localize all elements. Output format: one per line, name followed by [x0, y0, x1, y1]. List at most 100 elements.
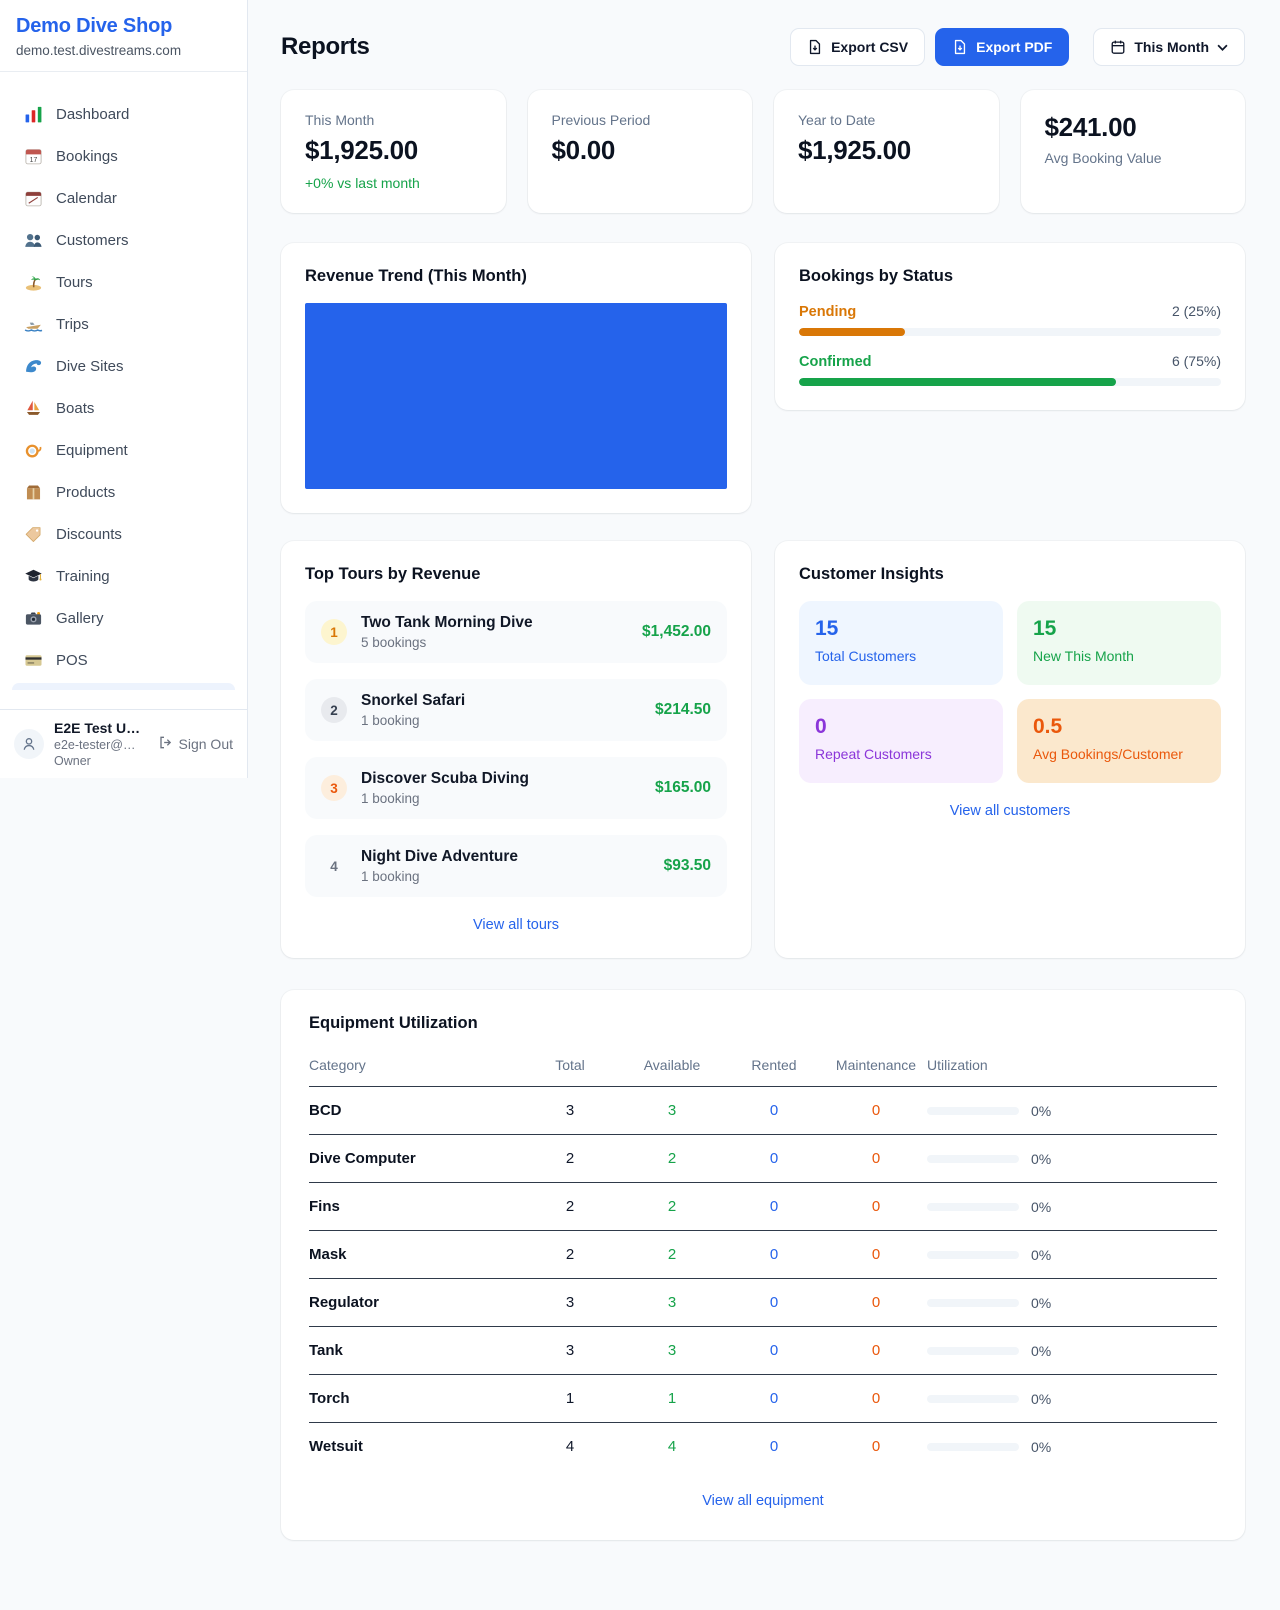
insight-label: Avg Bookings/Customer: [1033, 746, 1183, 762]
cell-rented: 0: [723, 1182, 825, 1231]
sidebar-item-customers[interactable]: Customers: [0, 219, 247, 261]
utilization-bar-track: [927, 1106, 1019, 1115]
column-header: Category: [309, 1047, 519, 1087]
cell-category: Regulator: [309, 1278, 519, 1327]
tour-row[interactable]: 1 Two Tank Morning Dive 5 bookings $1,45…: [305, 601, 727, 663]
cell-available: 2: [621, 1230, 723, 1279]
insight-tile-avg-bookings: 0.5 Avg Bookings/Customer: [1017, 699, 1221, 783]
sidebar-item-products[interactable]: Products: [0, 471, 247, 513]
revenue-trend-chart: [305, 303, 727, 489]
insight-label: Repeat Customers: [815, 746, 932, 762]
utilization-percent: 0%: [1031, 1246, 1052, 1263]
sidebar-item-gallery[interactable]: Gallery: [0, 597, 247, 639]
equipment-title: Equipment Utilization: [309, 1014, 478, 1032]
equipment-table: Category Total Available Rented Maintena…: [309, 1047, 1217, 1470]
sidebar-user-section: E2E Test U… e2e-tester@… Owner Sign Out: [0, 709, 247, 778]
tour-revenue: $214.50: [654, 701, 711, 718]
cell-category: Tank: [309, 1326, 519, 1375]
cell-rented: 0: [723, 1086, 825, 1135]
sign-out-icon: [158, 735, 173, 753]
cell-rented: 0: [723, 1134, 825, 1183]
export-pdf-button[interactable]: Export PDF: [935, 28, 1070, 66]
calendar-pad-icon: [24, 189, 43, 208]
export-csv-label: Export CSV: [831, 39, 909, 55]
sidebar-item-boats[interactable]: Boats: [0, 387, 247, 429]
status-bar-fill: [799, 378, 1116, 386]
rank-badge: 1: [321, 619, 347, 645]
cell-maintenance: 0: [825, 1182, 927, 1231]
tour-row[interactable]: 3 Discover Scuba Diving 1 booking $165.0…: [305, 757, 727, 819]
sailboat-icon: [24, 399, 43, 418]
sidebar-item-calendar[interactable]: Calendar: [0, 177, 247, 219]
sidebar-item-equipment[interactable]: Equipment: [0, 429, 247, 471]
cell-rented: 0: [723, 1326, 825, 1375]
utilization-bar-track: [927, 1394, 1019, 1403]
shop-domain: demo.test.divestreams.com: [16, 43, 182, 58]
sidebar-item-dive-sites[interactable]: Dive Sites: [0, 345, 247, 387]
column-header: Available: [621, 1047, 723, 1087]
sidebar-item-label: Trips: [56, 315, 89, 333]
status-bar-fill: [799, 328, 905, 336]
tour-revenue: $93.50: [663, 857, 711, 874]
speedboat-icon: [24, 315, 43, 334]
sidebar-item-tours[interactable]: Tours: [0, 261, 247, 303]
sidebar-item-pos[interactable]: POS: [0, 639, 247, 681]
view-all-equipment-wrap: View all equipment: [309, 1492, 1217, 1510]
status-row-confirmed: Confirmed 6 (75%): [799, 353, 1221, 386]
utilization-bar-track: [927, 1250, 1019, 1259]
cell-maintenance: 0: [871, 1438, 881, 1455]
sidebar-item-bookings[interactable]: 17 Bookings: [0, 135, 247, 177]
chevron-down-icon: [1217, 44, 1228, 51]
shop-name: Demo Dive Shop: [16, 15, 173, 37]
sidebar-nav: Dashboard 17 Bookings Calendar Customers…: [0, 72, 247, 709]
insight-label: New This Month: [1033, 648, 1134, 664]
utilization-percent: 0%: [1031, 1342, 1052, 1359]
tour-name: Discover Scuba Diving: [361, 770, 529, 787]
cell-category: BCD: [309, 1086, 519, 1135]
table-row: Mask 2 2 0 0 0%: [309, 1230, 1217, 1279]
tour-row[interactable]: 2 Snorkel Safari 1 booking $214.50: [305, 679, 727, 741]
sidebar-item-trips[interactable]: Trips: [0, 303, 247, 345]
sidebar-item-discounts[interactable]: Discounts: [0, 513, 247, 555]
stat-label: Avg Booking Value: [1044, 150, 1162, 166]
sidebar-item-dashboard[interactable]: Dashboard: [0, 93, 247, 135]
tour-list: 1 Two Tank Morning Dive 5 bookings $1,45…: [305, 601, 727, 897]
export-pdf-label: Export PDF: [976, 39, 1053, 55]
cell-category: Torch: [309, 1374, 519, 1423]
sidebar-item-label: Dashboard: [56, 105, 130, 123]
sidebar-item-reports-active[interactable]: [12, 683, 235, 690]
table-row: Tank 3 3 0 0 0%: [309, 1326, 1217, 1375]
export-csv-button[interactable]: Export CSV: [790, 28, 926, 66]
sidebar-item-label: Gallery: [56, 609, 104, 627]
page-header: Reports Export CSV Export PDF This Month: [281, 28, 1245, 66]
tour-name: Night Dive Adventure: [361, 848, 519, 865]
utilization-bar-track: [927, 1202, 1019, 1211]
tour-row[interactable]: 4 Night Dive Adventure 1 booking $93.50: [305, 835, 727, 897]
utilization-percent: 0%: [1031, 1294, 1052, 1311]
sidebar-item-training[interactable]: Training: [0, 555, 247, 597]
period-dropdown[interactable]: This Month: [1093, 28, 1245, 66]
cell-available: 3: [621, 1086, 723, 1135]
file-icon: [807, 39, 823, 55]
column-header: Utilization: [927, 1047, 1217, 1087]
view-all-customers-link[interactable]: View all customers: [949, 803, 1071, 819]
cell-maintenance: 0: [825, 1086, 927, 1135]
rank-badge: 4: [330, 858, 338, 874]
sign-out-button[interactable]: Sign Out: [158, 735, 233, 753]
sidebar-item-label: Bookings: [56, 147, 118, 165]
sidebar-item-label: Tours: [56, 273, 93, 291]
bar-chart-icon: [24, 105, 43, 124]
view-all-equipment-link[interactable]: View all equipment: [702, 1493, 824, 1509]
insight-label: Total Customers: [815, 648, 917, 664]
camera-icon: [24, 609, 43, 628]
status-label: Pending: [799, 304, 857, 320]
cell-category: Fins: [309, 1182, 519, 1231]
view-all-tours-link[interactable]: View all tours: [473, 917, 559, 933]
insight-tile-new-this-month: 15 New This Month: [1017, 601, 1221, 685]
revenue-trend-card: Revenue Trend (This Month): [281, 243, 751, 513]
customer-insights-title: Customer Insights: [799, 565, 944, 583]
cell-total: 3: [519, 1086, 621, 1135]
stat-label: This Month: [305, 112, 375, 128]
rank-badge: 3: [321, 775, 347, 801]
